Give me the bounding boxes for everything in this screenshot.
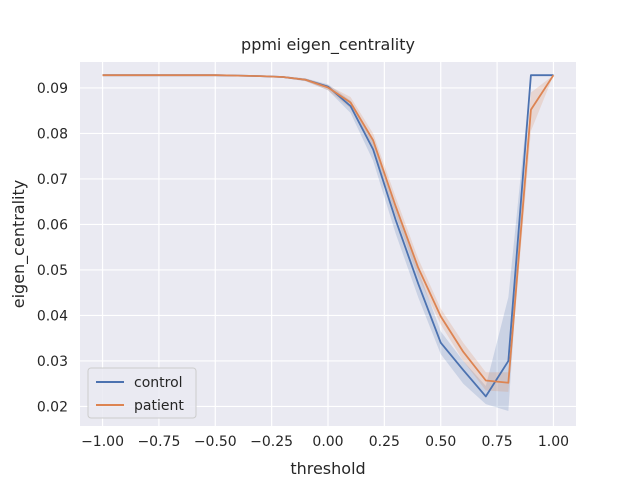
legend-label-control: control — [134, 375, 183, 391]
legend: control patient — [87, 367, 197, 419]
x-tick-label: 0.00 — [312, 434, 343, 450]
x-tick-label: −0.75 — [137, 434, 180, 450]
x-axis-label: threshold — [290, 459, 365, 478]
series-line-patient — [102, 74, 555, 384]
ci-band-patient — [102, 75, 554, 392]
series-lines — [102, 74, 555, 398]
y-tick-label: 0.06 — [37, 217, 68, 233]
y-tick-label: 0.03 — [37, 354, 68, 370]
legend-label-patient: patient — [134, 398, 184, 414]
y-axis-label: eigen_centrality — [9, 180, 29, 309]
x-tick-label: −0.50 — [194, 434, 237, 450]
x-tick-label: −1.00 — [81, 434, 124, 450]
x-tick-label: 0.25 — [369, 434, 400, 450]
tick-labels: −1.00 −0.75 −0.50 −0.25 0.00 0.25 0.50 0.75 1.00… — [37, 81, 569, 450]
y-tick-label: 0.05 — [37, 263, 68, 279]
y-tick-label: 0.04 — [37, 308, 68, 324]
x-tick-label: −0.25 — [250, 434, 293, 450]
y-tick-label: 0.07 — [37, 172, 68, 188]
y-tick-label: 0.02 — [37, 399, 68, 415]
chart-title: ppmi eigen_centrality — [241, 35, 415, 55]
x-tick-label: 0.75 — [482, 434, 513, 450]
grid — [80, 62, 576, 426]
y-tick-label: 0.09 — [37, 81, 68, 97]
x-tick-label: 1.00 — [538, 434, 569, 450]
y-tick-label: 0.08 — [37, 126, 68, 142]
x-tick-label: 0.50 — [425, 434, 456, 450]
